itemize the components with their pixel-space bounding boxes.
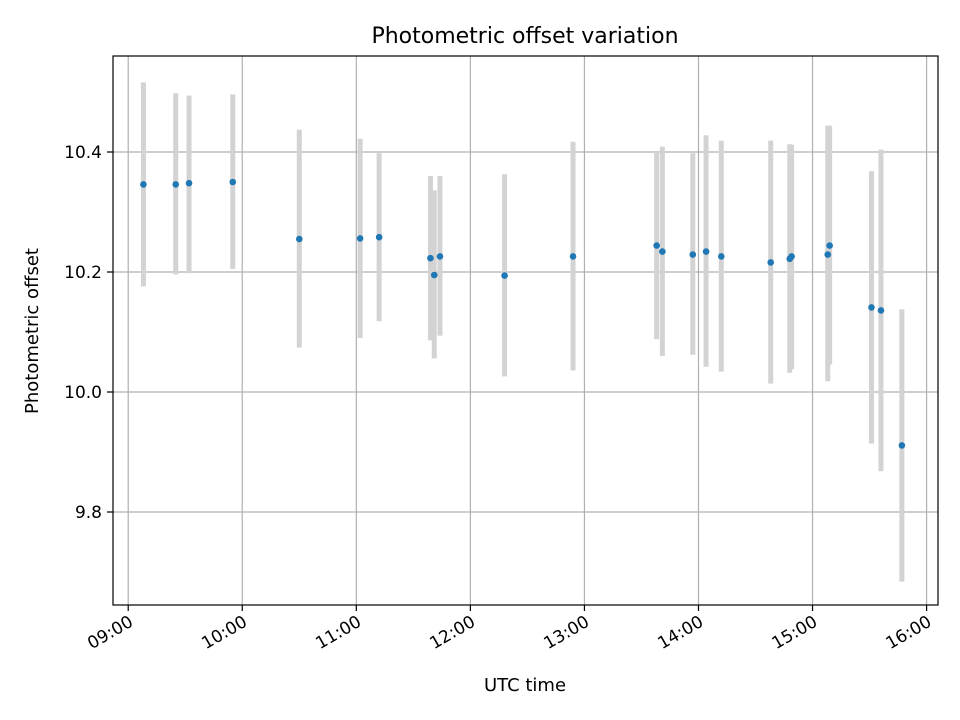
data-point xyxy=(877,307,885,314)
data-point xyxy=(689,251,697,258)
y-tick-label: 10.4 xyxy=(64,143,102,163)
y-tick-label: 10.2 xyxy=(64,263,102,283)
data-point xyxy=(185,179,193,187)
data-point xyxy=(717,253,725,260)
data-point xyxy=(824,251,832,258)
data-point xyxy=(569,253,577,260)
data-point xyxy=(229,178,237,186)
data-points xyxy=(140,178,906,449)
plot-frame xyxy=(112,55,939,606)
data-point xyxy=(788,253,795,260)
x-axis-label: UTC time xyxy=(484,675,566,696)
chart-title: Photometric offset variation xyxy=(371,24,678,49)
data-point xyxy=(427,254,434,262)
data-point xyxy=(356,235,364,242)
grid xyxy=(113,56,938,605)
data-point xyxy=(653,242,660,249)
data-point xyxy=(436,253,444,260)
data-point xyxy=(898,442,906,449)
y-axis-label: Photometric offset xyxy=(22,248,43,414)
data-point xyxy=(702,248,710,255)
data-point xyxy=(140,181,147,188)
data-point xyxy=(295,235,303,243)
y-tick-label: 10.0 xyxy=(64,383,102,403)
data-point xyxy=(826,242,833,249)
data-point xyxy=(375,233,383,241)
data-point xyxy=(659,248,666,255)
data-point xyxy=(430,271,438,279)
data-point xyxy=(172,181,180,188)
y-tick-label: 9.8 xyxy=(75,503,102,523)
data-point xyxy=(767,259,775,266)
data-point xyxy=(868,304,875,311)
data-point xyxy=(501,272,508,279)
